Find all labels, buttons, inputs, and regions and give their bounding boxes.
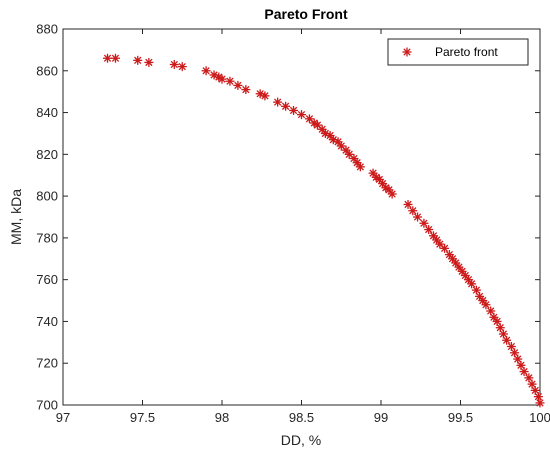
data-point bbox=[177, 62, 187, 72]
data-point bbox=[233, 80, 243, 90]
data-point bbox=[103, 53, 113, 63]
y-tick-label: 700 bbox=[36, 398, 58, 413]
data-point bbox=[201, 66, 211, 76]
y-tick-label: 760 bbox=[36, 272, 58, 287]
data-point bbox=[281, 101, 291, 111]
data-point bbox=[169, 60, 179, 70]
data-point bbox=[432, 235, 442, 245]
y-tick-label: 840 bbox=[36, 105, 58, 120]
data-point bbox=[355, 162, 365, 172]
data-point bbox=[492, 316, 502, 326]
y-axis-title: MM, kDa bbox=[8, 189, 24, 245]
data-point bbox=[297, 110, 306, 120]
data-point bbox=[498, 329, 508, 339]
data-point bbox=[535, 398, 545, 408]
data-points bbox=[103, 53, 545, 408]
x-tick-label: 98.5 bbox=[289, 410, 314, 425]
chart-title: Pareto Front bbox=[264, 6, 348, 22]
y-tick-label: 800 bbox=[36, 189, 58, 204]
data-point bbox=[533, 392, 543, 402]
x-tick-label: 99.5 bbox=[448, 410, 473, 425]
data-point bbox=[495, 323, 505, 333]
data-point bbox=[502, 335, 512, 345]
data-point bbox=[344, 149, 354, 159]
x-axis-title: DD, % bbox=[281, 432, 321, 448]
x-tick-label: 100 bbox=[529, 410, 550, 425]
data-point bbox=[467, 279, 477, 289]
data-point bbox=[457, 266, 467, 276]
legend-label: Pareto front bbox=[435, 45, 498, 59]
data-point bbox=[471, 285, 481, 295]
data-point bbox=[352, 158, 362, 168]
data-point bbox=[475, 291, 485, 301]
data-point bbox=[506, 342, 516, 352]
legend-marker-symbol bbox=[402, 47, 412, 57]
legend: Pareto front bbox=[387, 38, 529, 66]
x-tick-label: 98 bbox=[215, 410, 229, 425]
y-tick-label: 860 bbox=[36, 63, 58, 78]
data-point bbox=[273, 97, 283, 107]
x-axis-ticks: 97 97.5 98 98.5 99 99.5 100 bbox=[56, 29, 550, 425]
x-tick-label: 97.5 bbox=[130, 410, 155, 425]
data-point bbox=[513, 354, 523, 364]
y-tick-label: 820 bbox=[36, 147, 58, 162]
data-point bbox=[510, 348, 520, 358]
data-point bbox=[325, 131, 335, 141]
y-tick-label: 740 bbox=[36, 314, 58, 329]
data-point bbox=[481, 300, 491, 310]
y-tick-label: 780 bbox=[36, 230, 58, 245]
data-point bbox=[133, 55, 143, 65]
x-tick-label: 99 bbox=[374, 410, 388, 425]
y-tick-label: 720 bbox=[36, 356, 58, 371]
legend-box bbox=[387, 38, 529, 66]
data-point bbox=[530, 385, 540, 395]
data-point bbox=[489, 312, 499, 322]
data-point bbox=[448, 254, 458, 264]
data-point bbox=[217, 74, 227, 84]
data-point bbox=[260, 91, 270, 101]
data-point bbox=[527, 379, 537, 389]
data-point bbox=[413, 212, 423, 222]
legend-marker bbox=[402, 47, 412, 57]
data-point bbox=[374, 174, 384, 184]
y-axis-ticks: 700 720 740 760 780 800 820 840 860 880 bbox=[36, 22, 540, 413]
data-point bbox=[408, 206, 418, 216]
data-point bbox=[519, 367, 529, 377]
plot-area bbox=[62, 28, 541, 406]
data-point bbox=[241, 85, 251, 95]
y-tick-label: 880 bbox=[36, 22, 58, 37]
data-point bbox=[486, 306, 496, 316]
data-point bbox=[403, 199, 413, 209]
data-point bbox=[387, 189, 397, 199]
data-point bbox=[424, 225, 434, 235]
data-point bbox=[110, 53, 120, 63]
data-point bbox=[516, 360, 526, 370]
data-point bbox=[225, 76, 235, 86]
data-point bbox=[419, 218, 429, 228]
data-point bbox=[524, 373, 534, 383]
x-tick-label: 97 bbox=[56, 410, 70, 425]
data-point bbox=[440, 243, 450, 253]
data-point bbox=[289, 105, 299, 115]
data-point bbox=[144, 57, 154, 67]
